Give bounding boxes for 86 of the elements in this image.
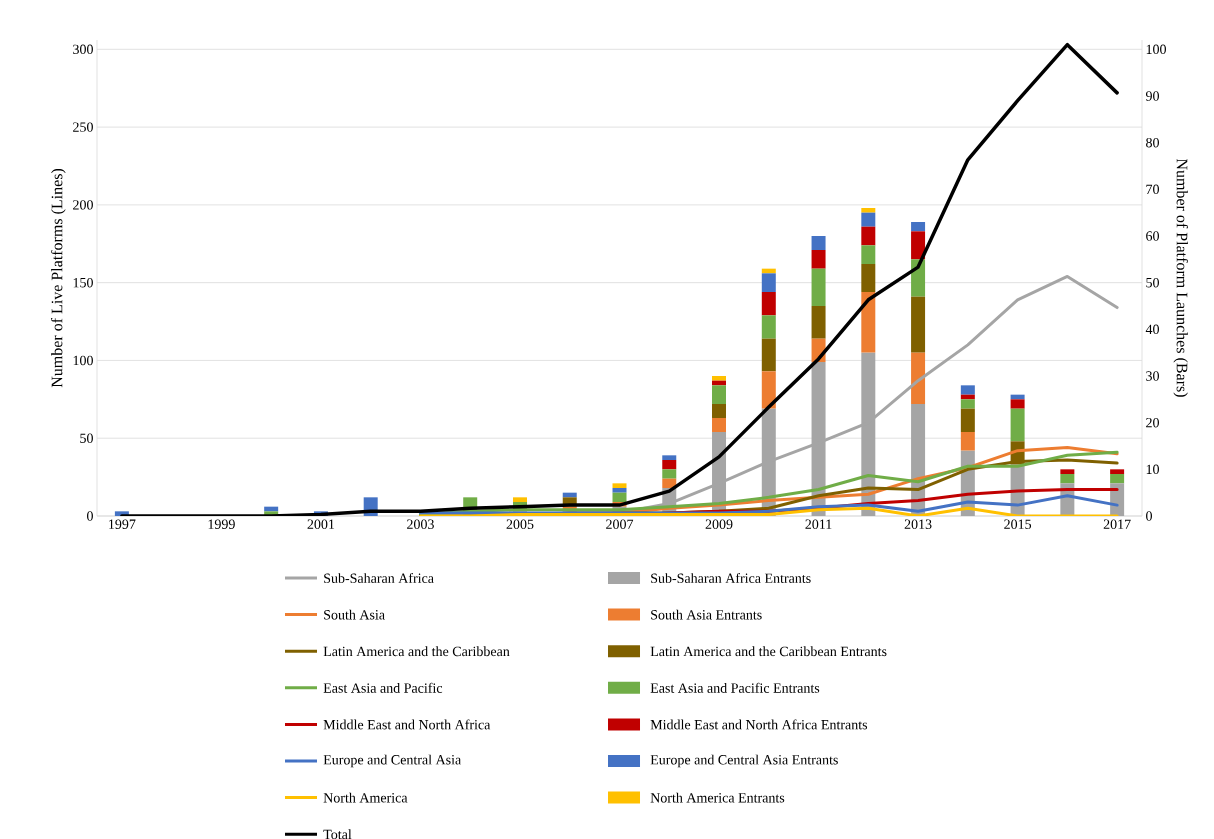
bar (712, 404, 727, 418)
bar (960, 408, 975, 432)
bar (861, 263, 876, 292)
x-tick-label: 1997 (109, 519, 136, 529)
bar (811, 268, 826, 306)
x-tick-label: 2015 (1004, 519, 1032, 529)
y2-tick-label: 0 (1146, 511, 1152, 521)
y-tick-label: 250 (73, 122, 93, 132)
legend-label: Sub-Saharan Africa Entrants (651, 573, 811, 583)
y-tick-label: 0 (87, 511, 93, 521)
y2-tick-label: 30 (1146, 371, 1159, 381)
bar (811, 305, 826, 339)
bar (712, 418, 727, 432)
x-tick-label: 2003 (407, 519, 434, 529)
bar (761, 273, 776, 292)
bar (512, 497, 527, 502)
legend-label: Latin America and the Caribbean (323, 646, 510, 657)
legend-label: North America (323, 792, 408, 803)
bar (662, 460, 677, 470)
bar (612, 492, 627, 502)
x-tick-label: 2011 (805, 519, 832, 529)
x-tick-label: 1999 (208, 519, 235, 529)
bar (712, 385, 727, 404)
bar (761, 291, 776, 316)
bar (960, 399, 975, 409)
y2-tick-label: 70 (1146, 184, 1159, 195)
bar (1060, 469, 1075, 474)
bar (612, 488, 627, 493)
legend-label: Middle East and North Africa Entrants (650, 719, 868, 730)
legend-label: Total (323, 829, 352, 839)
y2-tick-label: 80 (1146, 137, 1159, 148)
bar (911, 221, 926, 232)
x-tick-label: 2007 (606, 519, 634, 529)
y2-tick-label: 20 (1146, 417, 1159, 428)
x-tick-label: 2013 (904, 519, 932, 529)
x-tick-label: 2001 (307, 519, 335, 529)
bar (811, 249, 826, 269)
legend-label: Middle East and North Africa (323, 719, 491, 730)
y-tick-label: 100 (73, 355, 93, 366)
bar (861, 212, 876, 227)
y-tick-label: 50 (80, 433, 93, 443)
bar (761, 371, 776, 409)
bar (911, 296, 926, 353)
bar (811, 235, 826, 250)
bar (911, 352, 926, 404)
y-tick-label: 200 (73, 200, 93, 210)
y2-tick-label: 50 (1146, 277, 1159, 288)
bar (712, 376, 727, 381)
x-tick-label: 2017 (1103, 519, 1131, 529)
legend-label: North America Entrants (650, 792, 785, 803)
bar (1010, 399, 1025, 409)
bar (960, 432, 975, 451)
legend-label: Europe and Central Asia Entrants (650, 754, 838, 768)
bar (761, 338, 776, 372)
y2-tick-label: 60 (1146, 231, 1159, 241)
bar (861, 291, 876, 353)
bar (1060, 474, 1075, 484)
legend-label: South Asia Entrants (651, 609, 762, 620)
bar (861, 207, 876, 213)
y-tick-label: 300 (73, 44, 93, 55)
bar (861, 245, 876, 264)
bar (761, 315, 776, 339)
bar (1110, 469, 1125, 474)
x-tick-label: 2009 (705, 519, 733, 529)
bar (960, 385, 975, 395)
legend-label: East Asia and Pacific (323, 682, 443, 693)
bar (662, 455, 677, 460)
bar (861, 226, 876, 246)
bar (612, 483, 627, 488)
bar (911, 231, 926, 260)
legend-label: East Asia and Pacific Entrants (650, 682, 820, 693)
legend-label: South Asia (324, 609, 385, 620)
y2-tick-label: 90 (1145, 91, 1159, 101)
legend-label: Sub-Saharan Africa (324, 573, 434, 583)
y2-tick-label: 10 (1146, 464, 1159, 475)
x-tick-label: 2005 (506, 519, 534, 529)
bar (662, 469, 677, 479)
legend-label: Europe and Central Asia (323, 754, 462, 768)
y2-tick-label: 100 (1146, 44, 1166, 55)
bar (1110, 474, 1125, 484)
y2-tick-label: 40 (1145, 324, 1159, 335)
y2-axis-title: Number of Platform Launches (Bars) (1173, 158, 1189, 397)
legend-label: Latin America and the Caribbean Entrants (650, 646, 887, 657)
y-axis-title: Number of Live Platforms (Lines) (50, 168, 66, 388)
y-tick-label: 150 (73, 277, 93, 288)
bar (1010, 408, 1025, 442)
